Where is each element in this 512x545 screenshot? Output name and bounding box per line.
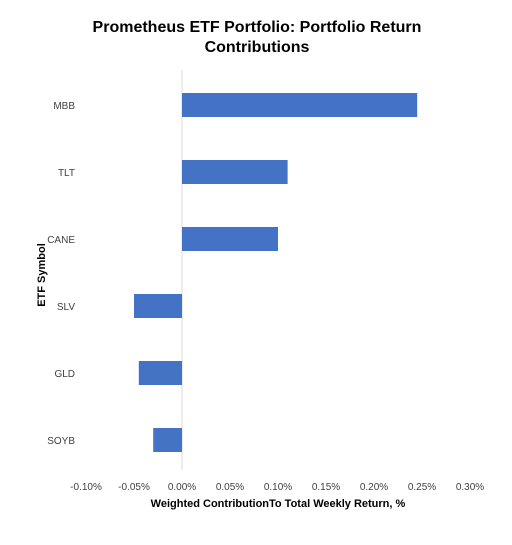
category-label-gld: GLD <box>54 369 75 380</box>
category-label-mbb: MBB <box>53 101 75 112</box>
y-axis-title: ETF Symbol <box>36 243 48 307</box>
bar-soyb <box>153 428 182 452</box>
bar-mbb <box>182 93 418 117</box>
x-tick-label: 0.05% <box>216 482 244 493</box>
x-tick-label: -0.10% <box>70 482 102 493</box>
bar-cane <box>182 227 278 251</box>
bar-gld <box>138 361 182 385</box>
x-tick-label: 0.10% <box>264 482 292 493</box>
chart-title-line-1: Prometheus ETF Portfolio: Portfolio Retu… <box>93 19 422 36</box>
plot-area: MBB TLT CANE SLV GLD SOYB -0.10% -0.05% 0.00% 0.0… <box>47 70 484 493</box>
x-tick-label: -0.05% <box>118 482 150 493</box>
category-label-slv: SLV <box>57 302 75 313</box>
bar-tlt <box>182 160 288 184</box>
x-tick-label: 0.25% <box>408 482 436 493</box>
x-tick-label: 0.20% <box>360 482 388 493</box>
category-label-tlt: TLT <box>58 168 75 179</box>
bar-slv <box>134 294 182 318</box>
x-tick-label: 0.30% <box>456 482 484 493</box>
x-axis-title: Weighted ContributionTo Total Weekly Ret… <box>151 498 406 510</box>
x-tick-label: 0.15% <box>312 482 340 493</box>
category-label-cane: CANE <box>47 235 75 246</box>
category-label-soyb: SOYB <box>47 436 75 447</box>
x-tick-label: 0.00% <box>168 482 196 493</box>
chart-title-line-2: Contributions <box>205 39 310 56</box>
